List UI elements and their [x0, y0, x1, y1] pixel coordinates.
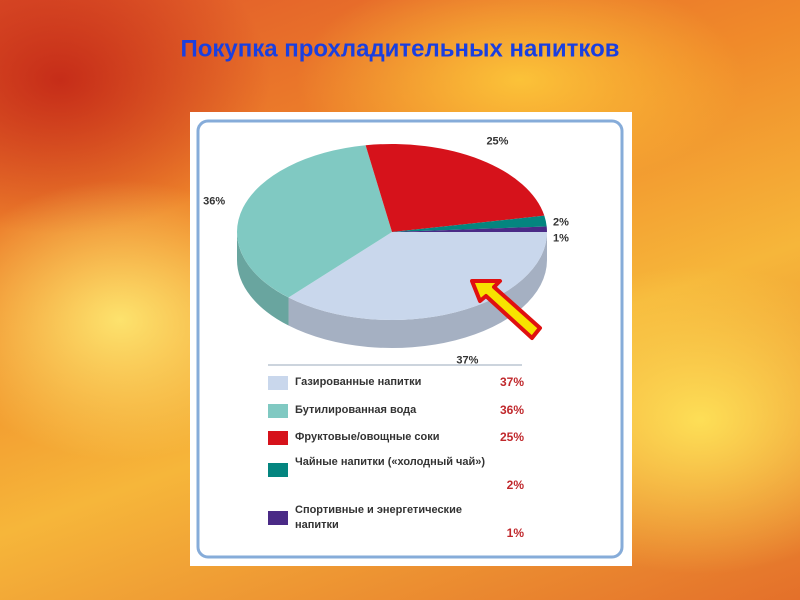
legend-value: 25% [499, 430, 524, 444]
pie-label: 25% [486, 136, 508, 148]
pie-label: 36% [203, 196, 225, 208]
legend-label: Спортивные и энергетические напитки [295, 504, 462, 531]
legend-label: Газированные напитки [295, 376, 422, 388]
pie-slice [365, 143, 545, 232]
pie-label: 1% [553, 233, 569, 245]
pie-slice-side [237, 232, 289, 326]
legend-value: 2% [506, 478, 524, 492]
pointer-arrow [470, 279, 542, 340]
legend-label: Бутилированная вода [295, 404, 417, 416]
pie-slice-side [288, 232, 547, 348]
legend-value: 37% [499, 375, 524, 389]
chart-title: Покупка прохладительных напитков [180, 35, 619, 62]
pie-label: 37% [456, 354, 478, 366]
legend-value: 36% [499, 403, 524, 417]
legend-swatch [268, 431, 288, 445]
legend-label: Чайные напитки («холодный чай») [295, 456, 486, 468]
pie-slice [236, 145, 392, 298]
legend-swatch [268, 463, 288, 477]
legend-value: 1% [506, 526, 524, 540]
legend-swatch [268, 511, 288, 525]
pie-slice [392, 226, 547, 232]
pie-label: 2% [553, 217, 569, 229]
pie-slice [392, 215, 547, 232]
legend-label: Фруктовые/овощные соки [295, 431, 440, 443]
legend-swatch [268, 376, 288, 390]
pie [236, 143, 547, 348]
chart-frame [196, 119, 624, 559]
legend-swatch [268, 404, 288, 418]
